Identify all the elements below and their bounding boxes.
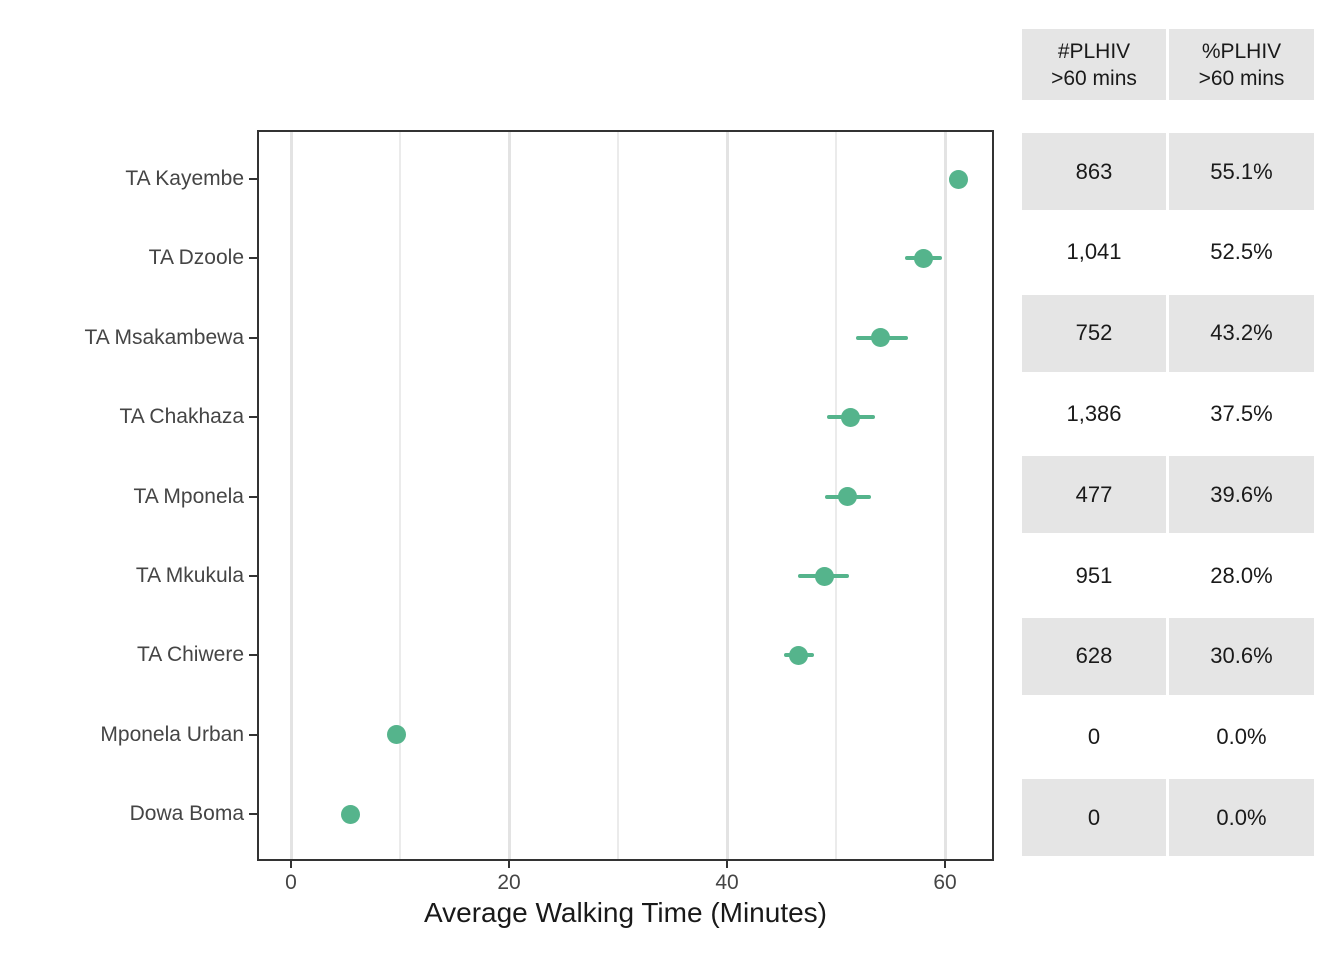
gridline-major <box>289 132 293 859</box>
gridline-major <box>725 132 729 859</box>
y-axis-label: TA Chakhaza <box>119 405 244 429</box>
data-point <box>913 248 933 268</box>
table-cell-pct-plhiv: 0.0% <box>1169 779 1314 857</box>
x-axis-tick-label: 60 <box>933 871 957 894</box>
data-point <box>948 169 968 189</box>
y-axis-label: TA Mponela <box>133 484 244 508</box>
table-cell-pct-plhiv: 37.5% <box>1169 375 1314 453</box>
y-axis-tick <box>249 575 257 577</box>
table-cell-pct-plhiv: 43.2% <box>1169 294 1314 372</box>
y-axis-tick <box>249 733 257 736</box>
table-cell-pct-plhiv: 39.6% <box>1169 456 1314 534</box>
x-axis-tick <box>944 861 946 868</box>
y-axis-tick <box>249 416 257 419</box>
table-cell-pct-plhiv: 52.5% <box>1169 213 1314 291</box>
data-point <box>341 804 361 824</box>
x-axis-tick-label: 40 <box>715 871 739 894</box>
gridline-major <box>507 132 511 859</box>
y-axis-tick <box>249 495 257 498</box>
table-header-line2: >60 mins <box>1051 66 1137 90</box>
table-header-cell: %PLHIV >60 mins <box>1169 29 1314 100</box>
table-cell-pct-plhiv: 0.0% <box>1169 698 1314 776</box>
y-axis-tick <box>249 178 257 180</box>
x-axis-tick <box>290 861 292 868</box>
table-header-line1: %PLHIV <box>1201 39 1282 63</box>
y-axis-tick <box>249 654 257 657</box>
table-cell-n-plhiv: 1,386 <box>1022 375 1166 453</box>
table-cell-n-plhiv: 1,041 <box>1022 213 1166 291</box>
x-axis-tick <box>508 861 510 868</box>
y-axis-label: TA Mkukula <box>135 564 244 587</box>
data-point <box>814 566 834 586</box>
data-point <box>871 328 891 348</box>
x-axis-tick <box>726 861 728 868</box>
gridline-major <box>943 132 947 859</box>
y-axis-tick <box>249 813 257 816</box>
gridline-minor <box>399 132 401 859</box>
x-axis-tick-label: 0 <box>285 871 297 894</box>
table-cell-pct-plhiv: 30.6% <box>1169 617 1314 695</box>
table-cell-pct-plhiv: 28.0% <box>1169 537 1314 614</box>
gridline-minor <box>617 132 619 859</box>
table-cell-n-plhiv: 0 <box>1022 698 1166 776</box>
data-point <box>840 407 860 427</box>
table-cell-n-plhiv: 477 <box>1022 456 1166 534</box>
table-cell-pct-plhiv: 55.1% <box>1169 133 1314 210</box>
plot-panel <box>257 130 994 861</box>
y-axis-label: Mponela Urban <box>100 722 244 746</box>
table-header-line2: >60 mins <box>1198 66 1285 90</box>
table-cell-n-plhiv: 0 <box>1022 779 1166 857</box>
x-axis-title: Average Walking Time (Minutes) <box>423 897 828 928</box>
table-cell-n-plhiv: 752 <box>1022 294 1166 372</box>
y-axis-tick <box>249 336 257 339</box>
x-axis-tick-label: 20 <box>497 871 521 894</box>
table-cell-n-plhiv: 951 <box>1022 537 1166 614</box>
y-axis-label: TA Kayembe <box>125 167 244 190</box>
table-cell-n-plhiv: 628 <box>1022 617 1166 695</box>
table-header-line1: #PLHIV <box>1057 39 1131 63</box>
data-point <box>838 487 858 507</box>
y-axis-label: Dowa Boma <box>129 802 244 826</box>
y-axis-label: TA Chiwere <box>137 643 244 667</box>
data-point <box>789 645 809 665</box>
table-header-cell: #PLHIV >60 mins <box>1022 29 1166 100</box>
y-axis-label: TA Msakambewa <box>84 325 245 349</box>
table-cell-n-plhiv: 863 <box>1022 133 1166 210</box>
y-axis-tick <box>249 257 257 260</box>
data-point <box>387 725 407 745</box>
y-axis-label: TA Dzoole <box>148 246 244 270</box>
